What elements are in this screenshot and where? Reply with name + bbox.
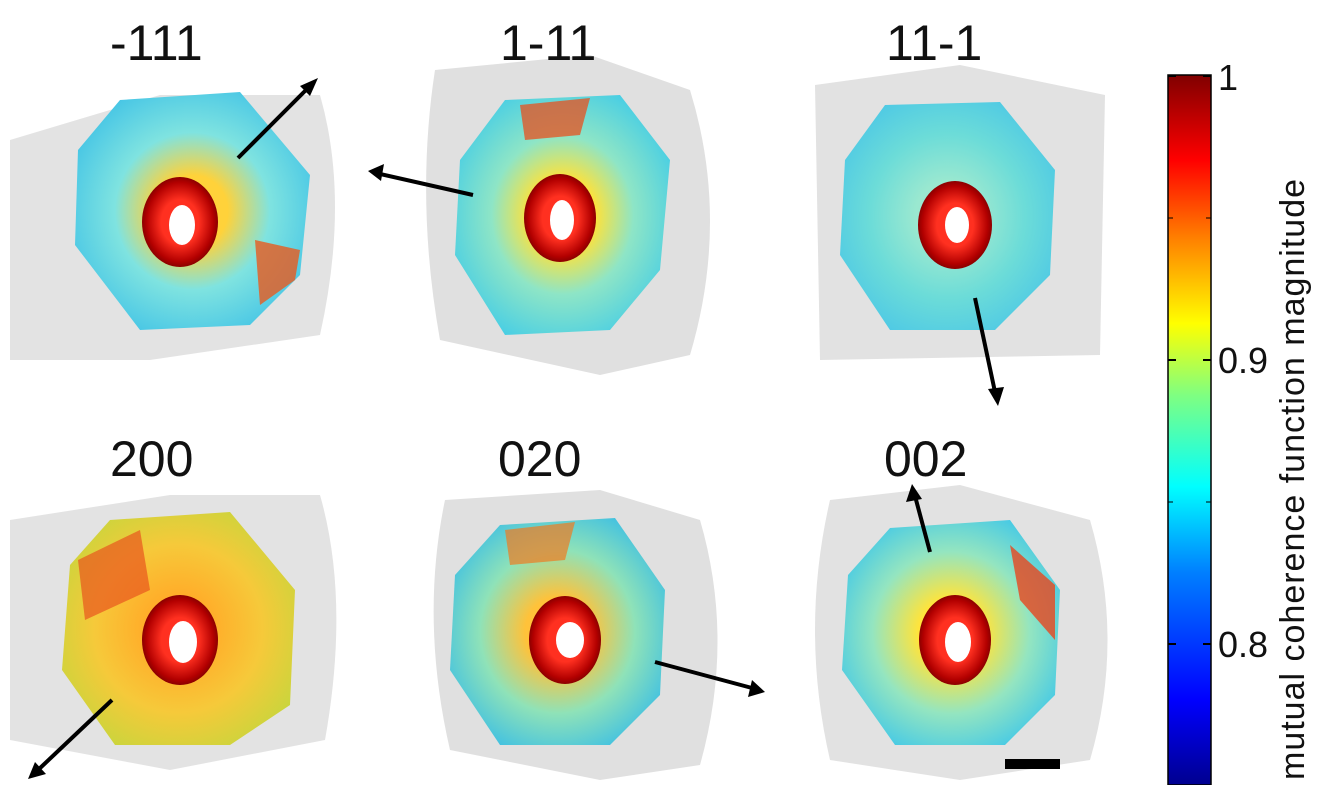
colorbar-tick-marks — [1168, 75, 1211, 645]
core-void — [556, 622, 584, 658]
panel-label-11-1: 11-1 — [886, 15, 983, 71]
arrow-head — [988, 387, 1004, 406]
arrow-head — [300, 78, 318, 96]
direction-arrow — [973, 297, 997, 393]
colorbar-tick-0.9: 0.9 — [1218, 340, 1269, 381]
red-patch — [255, 240, 300, 305]
core-void — [169, 205, 195, 245]
direction-arrow — [236, 84, 312, 160]
panel-label-minus-111: -111 — [110, 15, 203, 71]
red-patch — [505, 522, 575, 565]
panel-1-11 — [368, 55, 710, 375]
direction-arrow — [36, 698, 114, 772]
core-void — [945, 622, 971, 662]
colorbar-tick-0.8: 0.8 — [1218, 624, 1269, 665]
scale-bar — [1005, 759, 1060, 769]
panel-11-1 — [815, 65, 1105, 406]
arrow-head — [368, 164, 384, 181]
core-void — [550, 200, 574, 240]
panel-minus-111 — [10, 78, 335, 360]
panel-002 — [815, 484, 1108, 780]
colorbar — [1167, 74, 1212, 785]
red-patch — [78, 530, 150, 620]
panel-200 — [10, 495, 337, 779]
colorbar-title: mutual coherence function magnitude — [1274, 177, 1312, 780]
core-void — [169, 621, 197, 663]
panel-020 — [433, 490, 765, 780]
direction-arrow — [654, 660, 753, 690]
core-void — [945, 207, 969, 243]
red-patch — [520, 98, 590, 140]
panel-label-200: 200 — [110, 431, 194, 487]
direction-arrow — [379, 172, 474, 197]
direction-arrow — [913, 495, 932, 553]
arrow-head — [748, 680, 765, 697]
panel-label-1-11: 1-11 — [500, 15, 597, 71]
arrow-head — [906, 484, 922, 502]
colorbar-minor-ticks — [1168, 217, 1211, 503]
panel-label-002: 002 — [884, 431, 968, 487]
red-patch — [1010, 545, 1055, 640]
panel-label-020: 020 — [498, 431, 582, 487]
colorbar-tick-1: 1 — [1218, 57, 1239, 98]
arrow-head — [28, 762, 46, 779]
